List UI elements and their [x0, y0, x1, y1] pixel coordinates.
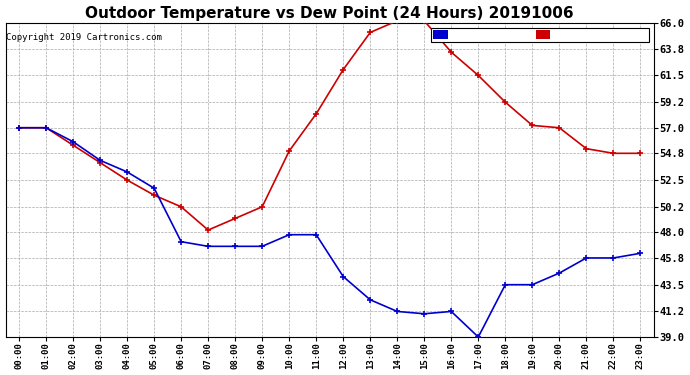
- Text: Copyright 2019 Cartronics.com: Copyright 2019 Cartronics.com: [6, 33, 162, 42]
- Title: Outdoor Temperature vs Dew Point (24 Hours) 20191006: Outdoor Temperature vs Dew Point (24 Hou…: [86, 6, 574, 21]
- Legend: Dew Point (°F), Temperature (°F): Dew Point (°F), Temperature (°F): [431, 28, 649, 42]
